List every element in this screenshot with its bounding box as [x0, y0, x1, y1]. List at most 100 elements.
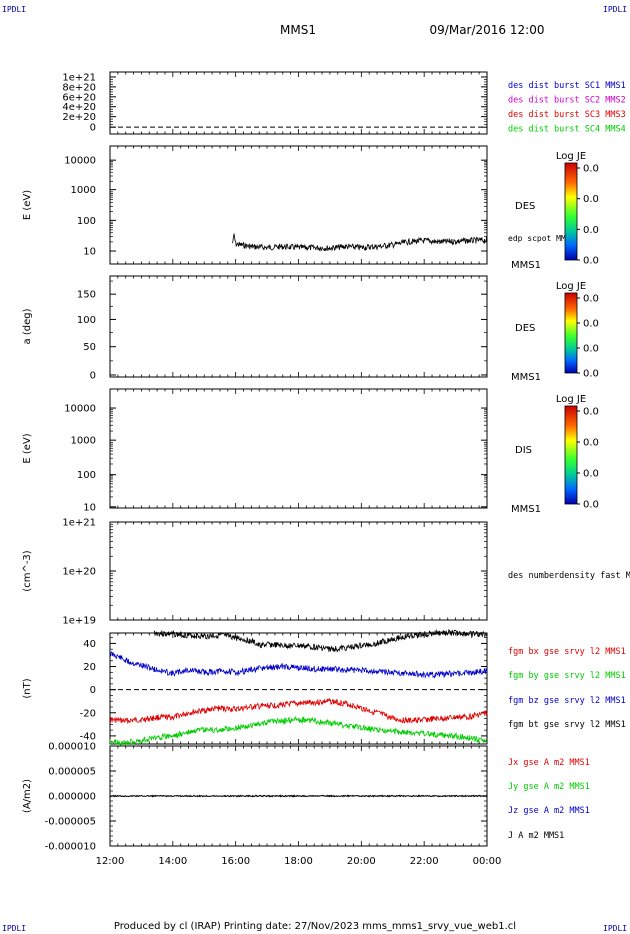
y-axis-label: a (deg)	[22, 308, 33, 344]
legend-entry: fgm by gse srvy l2 MMS1	[508, 671, 626, 681]
footer-text: Produced by cl (IRAP) Printing date: 27/…	[114, 921, 516, 932]
corner-label-top-right: IPDLI	[603, 5, 628, 14]
field-line-green	[109, 716, 488, 746]
y-tick-label: -20	[80, 708, 96, 719]
y-axis-label: (cm^-3)	[22, 550, 33, 591]
colorbar-tick-label: 0.0	[583, 500, 599, 511]
colorbar-title: Log JE	[556, 151, 586, 162]
legend-entry: des dist burst SC1 MMS1	[508, 81, 626, 91]
time-tick-label: 16:00	[221, 856, 250, 867]
legend-entry: Jx gse A m2 MMS1	[508, 758, 590, 768]
legend-entry: Jy gse A m2 MMS1	[508, 782, 590, 792]
side-label: DES	[515, 323, 535, 334]
legend-entry: des numberdensity fast M	[508, 571, 630, 581]
panel-frame	[109, 275, 488, 378]
y-tick-label: 0.000010	[48, 742, 96, 753]
field-line-blue	[109, 651, 488, 679]
y-tick-label: 100	[77, 470, 96, 481]
legend-entry: des dist burst SC3 MMS3	[508, 110, 626, 120]
y-tick-label: 100	[77, 315, 96, 326]
colorbar-tick-label: 0.0	[583, 469, 599, 480]
colorbar	[564, 292, 578, 374]
legend-entry: des dist burst SC2 MMS2	[508, 96, 626, 106]
y-tick-label: -0.000010	[45, 842, 96, 853]
y-axis-label: (A/m2)	[22, 779, 33, 813]
field-line-red	[109, 698, 488, 724]
y-tick-label: 1e+21	[62, 518, 96, 529]
y-tick-label: -40	[80, 731, 96, 742]
y-tick-label: 8e+20	[62, 82, 96, 93]
y-tick-label: 1000	[71, 436, 96, 447]
y-tick-label: 0.000005	[48, 767, 96, 778]
legend-entry: J A m2 MMS1	[508, 831, 564, 841]
side-label-2: MMS1	[511, 372, 541, 383]
y-tick-label: 4e+20	[62, 102, 96, 113]
y-tick-label: 10000	[64, 156, 96, 167]
y-tick-label: 1e+21	[62, 72, 96, 83]
colorbar-tick-label: 0.0	[583, 319, 599, 330]
time-tick-label: 14:00	[158, 856, 187, 867]
y-tick-label: 10000	[64, 404, 96, 415]
time-tick-label: 22:00	[410, 856, 439, 867]
y-tick-label: -0.000005	[45, 817, 96, 828]
y-axis-label: (nT)	[22, 678, 33, 698]
colorbar-title: Log JE	[556, 281, 586, 292]
colorbar-tick-label: 0.0	[583, 164, 599, 175]
y-tick-label: 6e+20	[62, 92, 96, 103]
colorbar-tick-label: 0.0	[583, 369, 599, 380]
time-tick-label: 20:00	[347, 856, 376, 867]
y-axis-label: E (eV)	[22, 190, 33, 220]
y-tick-label: 1e+20	[62, 567, 96, 578]
series-label: edp scpot MMS1	[508, 234, 576, 243]
y-tick-label: 20	[83, 662, 96, 673]
y-tick-label: 1000	[71, 185, 96, 196]
colorbar-tick-label: 0.0	[583, 438, 599, 449]
colorbar-tick-label: 0.0	[583, 194, 599, 205]
legend-entry: fgm bz gse srvy l2 MMS1	[508, 696, 626, 706]
time-tick-label: 18:00	[284, 856, 313, 867]
colorbar-tick-label: 0.0	[583, 344, 599, 355]
panel-frame	[109, 521, 488, 621]
y-tick-label: 0	[90, 685, 96, 696]
panel-frame	[109, 388, 488, 509]
side-label-2: MMS1	[511, 260, 541, 271]
panel-frame	[109, 71, 488, 135]
y-tick-label: 0.000000	[48, 792, 96, 803]
side-label: DIS	[515, 445, 532, 456]
y-tick-label: 0	[90, 370, 96, 381]
scpot-line	[232, 232, 488, 252]
colorbar-title: Log JE	[556, 394, 586, 405]
colorbar	[564, 162, 578, 261]
y-tick-label: 100	[77, 216, 96, 227]
y-tick-label: 150	[77, 290, 96, 301]
datetime-title: 09/Mar/2016 12:00	[430, 23, 545, 37]
corner-label-bottom-left: IPDLI	[2, 924, 27, 933]
legend-entry: des dist burst SC4 MMS4	[508, 125, 626, 135]
colorbar-tick-label: 0.0	[583, 294, 599, 305]
colorbar-tick-label: 0.0	[583, 256, 599, 267]
corner-label-bottom-right: IPDLI	[603, 924, 628, 933]
corner-label-top-left: IPDLI	[2, 5, 27, 14]
field-line-black	[153, 628, 488, 653]
y-tick-label: 0	[90, 123, 96, 134]
colorbar-tick-label: 0.0	[583, 407, 599, 418]
panel-frame	[109, 632, 488, 745]
y-tick-label: 40	[83, 639, 96, 650]
legend-entry: fgm bx gse srvy l2 MMS1	[508, 647, 626, 657]
time-tick-label: 12:00	[96, 856, 125, 867]
colorbar-tick-label: 0.0	[583, 225, 599, 236]
y-axis-label: E (eV)	[22, 433, 33, 463]
side-label: DES	[515, 201, 535, 212]
y-tick-label: 2e+20	[62, 112, 96, 123]
side-label-2: MMS1	[511, 504, 541, 515]
y-tick-label: 50	[83, 342, 96, 353]
time-tick-label: 00:00	[473, 856, 502, 867]
legend-entry: Jz gse A m2 MMS1	[508, 806, 590, 816]
y-tick-label: 1e+19	[62, 616, 96, 627]
colorbar	[564, 405, 578, 505]
y-tick-label: 10	[83, 247, 96, 258]
spacecraft-title: MMS1	[280, 23, 316, 37]
y-tick-label: 10	[83, 502, 96, 513]
